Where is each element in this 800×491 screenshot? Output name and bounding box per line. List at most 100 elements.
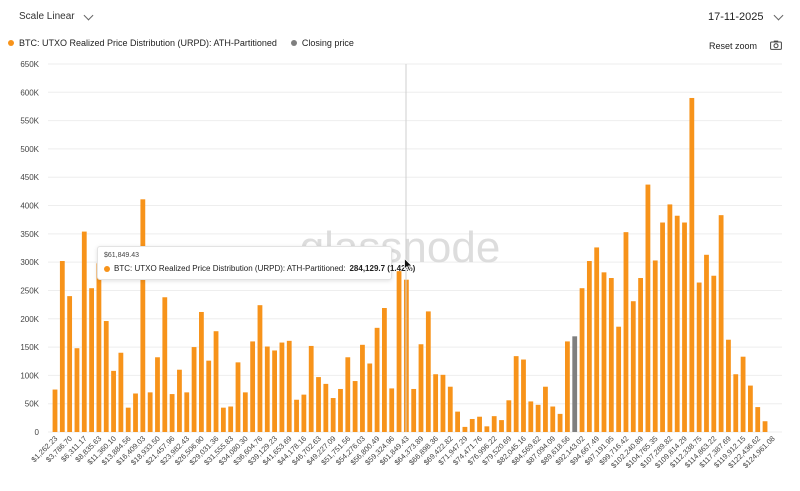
urpd-bar xyxy=(396,271,402,432)
reset-zoom-button[interactable]: Reset zoom xyxy=(709,41,758,51)
urpd-bar xyxy=(264,346,270,432)
urpd-bar xyxy=(133,393,138,432)
camera-icon[interactable] xyxy=(770,40,782,50)
urpd-bar xyxy=(272,350,277,432)
legend-label-urpd: BTC: UTXO Realized Price Distribution (U… xyxy=(19,38,277,48)
urpd-bar xyxy=(228,406,234,432)
y-tick-label: 600K xyxy=(20,88,39,97)
urpd-bar xyxy=(418,344,424,432)
urpd-bar xyxy=(323,383,329,432)
legend-label-closing-price: Closing price xyxy=(301,38,354,48)
urpd-bar xyxy=(367,363,373,432)
y-tick-label: 250K xyxy=(20,286,39,295)
tooltip-x-value: $61,849.43 xyxy=(104,252,140,259)
urpd-bar xyxy=(103,321,109,432)
urpd-bar xyxy=(425,311,431,432)
legend-dot-closing-price xyxy=(290,40,297,46)
urpd-bar xyxy=(111,370,116,432)
x-axis: $1,262.23$3,786.70$6,311.17$8,835.63$11,… xyxy=(29,434,776,470)
urpd-bar xyxy=(513,356,519,432)
urpd-bar xyxy=(535,404,541,432)
date-value: 17-11-2025 xyxy=(708,11,764,23)
urpd-bar xyxy=(338,388,343,432)
urpd-bar xyxy=(162,297,168,432)
legend-item-closing-price[interactable]: Closing price xyxy=(290,38,354,48)
urpd-bar xyxy=(586,261,592,432)
urpd-bar xyxy=(652,260,658,432)
urpd-bar xyxy=(638,278,643,432)
urpd-bar xyxy=(579,288,585,432)
urpd-bar xyxy=(762,421,768,432)
urpd-bar xyxy=(411,388,417,432)
urpd-bar xyxy=(616,326,622,432)
urpd-bar xyxy=(250,341,256,432)
urpd-bar xyxy=(740,356,746,432)
urpd-bar xyxy=(645,184,651,432)
urpd-bar xyxy=(469,418,475,432)
urpd-bar xyxy=(184,392,190,432)
urpd-bar xyxy=(382,308,387,432)
urpd-bar xyxy=(499,420,504,432)
urpd-bar xyxy=(191,347,197,432)
y-tick-label: 300K xyxy=(20,258,39,267)
urpd-bar xyxy=(718,215,724,432)
urpd-bar xyxy=(521,359,526,432)
urpd-bar xyxy=(140,199,146,432)
urpd-bar xyxy=(257,305,263,432)
top-toolbar: Scale Linear 17-11-2025 xyxy=(0,0,800,34)
urpd-bar xyxy=(674,215,680,432)
bars-group xyxy=(52,97,768,432)
urpd-bar xyxy=(206,360,212,432)
urpd-bar xyxy=(213,331,219,432)
urpd-bar xyxy=(169,394,175,432)
urpd-bar xyxy=(316,377,321,432)
urpd-bar xyxy=(147,392,153,432)
urpd-bar xyxy=(389,388,395,432)
urpd-bar xyxy=(594,247,600,432)
urpd-bar xyxy=(550,406,556,432)
urpd-bar xyxy=(528,401,534,432)
urpd-bar xyxy=(74,348,80,432)
urpd-bar xyxy=(477,416,482,432)
date-picker[interactable]: 17-11-2025 xyxy=(708,10,784,23)
urpd-bar xyxy=(155,357,160,432)
legend-item-urpd[interactable]: BTC: UTXO Realized Price Distribution (U… xyxy=(8,38,277,48)
urpd-bar xyxy=(199,311,204,432)
tooltip-value: 284,129.7 (1.42%) xyxy=(349,264,416,273)
urpd-bar xyxy=(455,411,460,432)
urpd-bar xyxy=(696,282,702,432)
urpd-bar xyxy=(689,97,695,432)
mouse-cursor-icon xyxy=(404,258,413,272)
y-tick-label: 550K xyxy=(20,117,39,126)
y-tick-label: 0 xyxy=(35,428,40,437)
urpd-bar xyxy=(59,261,65,432)
urpd-bar xyxy=(711,275,717,432)
urpd-bar xyxy=(96,263,102,432)
urpd-bar xyxy=(286,340,292,432)
urpd-bar xyxy=(220,407,226,432)
urpd-bar xyxy=(630,301,636,432)
y-tick-label: 500K xyxy=(20,145,39,154)
urpd-bar xyxy=(543,386,548,432)
urpd-bar xyxy=(733,374,739,432)
y-tick-label: 50K xyxy=(25,400,40,409)
urpd-bar xyxy=(301,394,307,432)
urpd-bar xyxy=(235,362,241,432)
urpd-bar xyxy=(360,344,365,432)
urpd-bar xyxy=(177,369,182,432)
urpd-bar xyxy=(279,342,285,432)
urpd-bar xyxy=(484,426,490,432)
urpd-bar xyxy=(601,272,607,432)
y-tick-label: 350K xyxy=(20,230,39,239)
urpd-bar xyxy=(447,386,453,432)
urpd-bar xyxy=(308,345,314,432)
tooltip-series-dot xyxy=(104,265,110,272)
y-tick-label: 450K xyxy=(20,173,39,182)
tooltip-line: BTC: UTXO Realized Price Distribution (U… xyxy=(104,264,415,273)
urpd-bar xyxy=(67,296,73,432)
y-axis: 0 50K 100K 150K 200K 250K 300K 350K 400K 450K 500K… xyxy=(20,60,39,437)
urpd-bar xyxy=(294,399,299,432)
scale-dropdown[interactable]: Scale Linear xyxy=(19,10,94,22)
urpd-bar xyxy=(125,407,131,432)
